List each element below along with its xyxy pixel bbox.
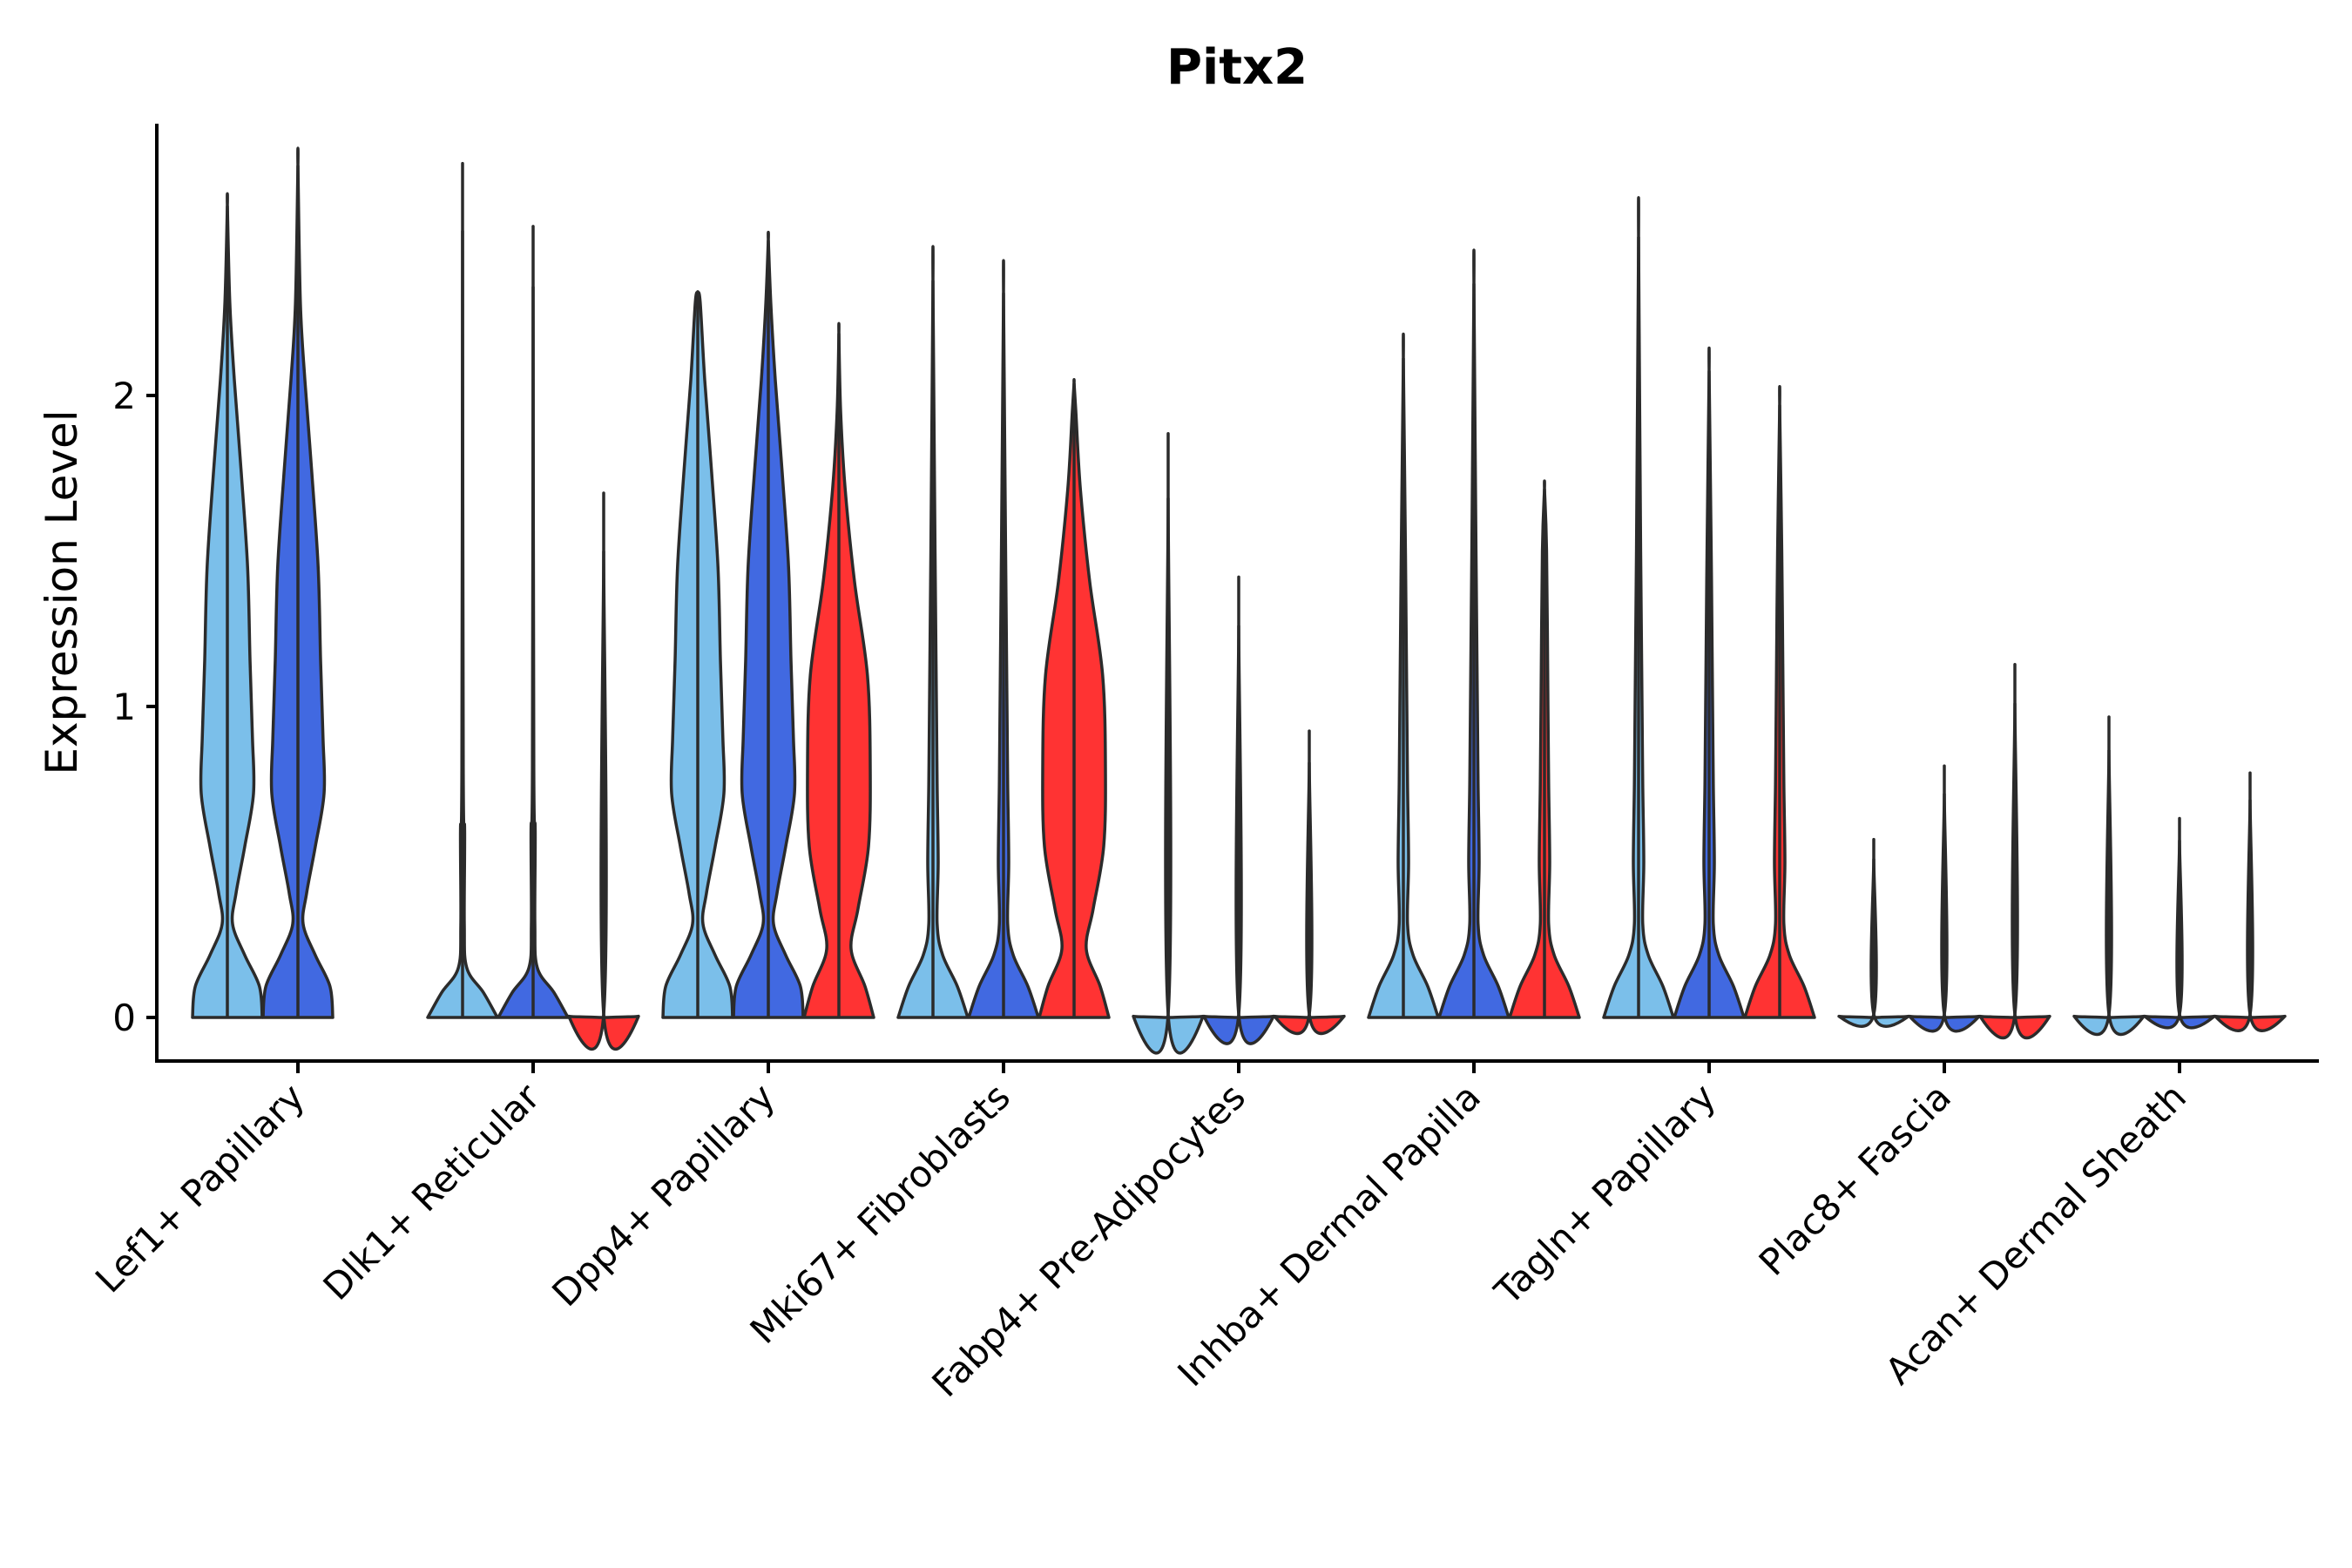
violin-chart: Pitx2 Expression Level 0 1 2 Lef1+ Papilla… — [0, 0, 2352, 1568]
y-axis-ticks: 0 1 2 — [112, 375, 157, 1039]
chart-title: Pitx2 — [1166, 39, 1308, 96]
y-axis-label: Expression Level — [37, 409, 87, 774]
violin-layer — [193, 148, 2285, 1053]
y-tick-label: 1 — [112, 686, 136, 728]
x-tick-label: Mki67+ Fibroblasts — [742, 1075, 1018, 1351]
x-tick-label: Dpp4+ Papillary — [544, 1075, 783, 1315]
x-tick-label: Plac8+ Fascia — [1751, 1075, 1959, 1283]
x-tick-label: Tagln+ Papillary — [1486, 1075, 1724, 1313]
y-tick-label: 2 — [112, 375, 136, 417]
y-tick-label: 0 — [112, 997, 136, 1039]
x-tick-label: Lef1+ Papillary — [87, 1075, 313, 1301]
x-tick-label: Dlk1+ Reticular — [315, 1075, 549, 1308]
